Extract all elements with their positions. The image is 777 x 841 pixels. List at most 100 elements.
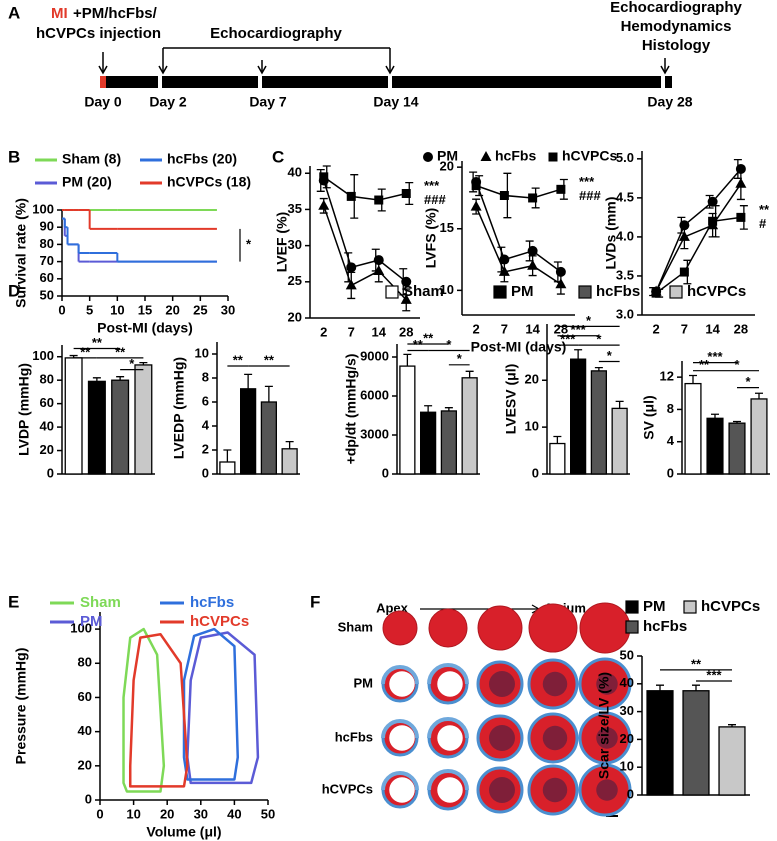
arrows <box>98 47 670 75</box>
y-tick-label: 0 <box>202 465 209 480</box>
marker <box>345 279 357 290</box>
x-tick-label: 28 <box>554 321 568 336</box>
x-tick-label: 25 <box>193 302 207 317</box>
timeline-gap <box>661 74 665 90</box>
y-tick-label: 20 <box>78 757 92 772</box>
bar <box>611 407 628 475</box>
x-tick-label: 15 <box>138 302 152 317</box>
annotation: *** <box>707 349 723 364</box>
error-bar <box>264 385 273 402</box>
bar <box>219 461 236 475</box>
bar <box>682 690 710 796</box>
legend-swatch <box>625 600 639 614</box>
day-label: Day 2 <box>149 94 187 110</box>
heart-slice <box>477 605 523 651</box>
scar-rim <box>427 769 469 791</box>
marker <box>499 190 509 200</box>
y-tick-label: 70 <box>40 253 54 268</box>
error-bar <box>594 366 603 371</box>
y-tick-label: 25 <box>288 273 302 288</box>
marker <box>707 196 718 207</box>
error-bar <box>692 684 700 691</box>
marker <box>471 181 481 191</box>
x-tick-label: 7 <box>348 324 355 339</box>
y-tick-label: 5.0 <box>616 150 634 165</box>
series-line <box>323 180 407 283</box>
marker <box>498 265 510 276</box>
error-bar <box>711 413 719 419</box>
x-tick-label: 14 <box>525 321 540 336</box>
scar <box>437 777 463 803</box>
series-line <box>655 168 742 292</box>
scar <box>389 671 415 697</box>
arrow-head <box>257 65 267 75</box>
series-line <box>475 206 562 285</box>
timeline: MI +PM/hcFbs/ hCVPCs injection Echocardi… <box>36 0 743 110</box>
heart-slice <box>528 603 578 653</box>
legend-swatch <box>625 620 639 634</box>
error-bar <box>689 374 697 384</box>
annotation: * <box>596 332 602 347</box>
annotation: ** <box>691 656 702 671</box>
y-tick-label: 4 <box>667 433 675 448</box>
scar <box>437 725 463 751</box>
legend-label: hCVPCs <box>687 283 746 300</box>
annotation: ** <box>413 337 424 352</box>
x-tick-label: 40 <box>227 806 241 821</box>
annotation: ### <box>579 188 601 203</box>
legend-label: PM <box>643 598 666 615</box>
marker <box>735 177 747 188</box>
panel-label: B <box>8 147 20 166</box>
x-tick-label: 50 <box>261 806 275 821</box>
y-axis-title: SV (μl) <box>641 395 657 439</box>
legend-marker <box>548 152 558 162</box>
annotation: # <box>759 216 767 231</box>
y-tick-label: 80 <box>40 236 54 251</box>
row-label: hcFbs <box>335 729 373 744</box>
error-bar <box>424 405 433 413</box>
timeline-gap <box>388 74 392 90</box>
y-tick-label: 3.5 <box>616 267 634 282</box>
row-label: hCVPCs <box>322 781 373 796</box>
pv-loop <box>186 631 260 785</box>
y-tick-label: 20 <box>620 731 634 746</box>
annotation: ** <box>699 357 710 372</box>
legend-swatch <box>669 285 683 299</box>
legend-label: hcFbs <box>643 618 687 635</box>
annotation: ** <box>759 202 770 217</box>
y-axis-title: Pressure (mmHg) <box>13 648 29 765</box>
x-tick-label: 30 <box>221 302 235 317</box>
scar <box>489 671 515 697</box>
marker <box>319 172 329 182</box>
error-bar <box>615 400 624 409</box>
marker <box>678 230 690 241</box>
y-tick-label: 40 <box>620 675 634 690</box>
y-tick-label: 9000 <box>360 348 389 363</box>
x-tick-label: 28 <box>734 321 748 336</box>
marker <box>400 293 412 304</box>
x-tick-label: 5 <box>86 302 93 317</box>
final-label: Echocardiography <box>610 0 742 16</box>
annotation: ### <box>424 192 446 207</box>
day-label: Day 7 <box>249 94 287 110</box>
x-tick-label: 0 <box>96 806 103 821</box>
annotation: * <box>607 348 613 363</box>
x-tick-label: 14 <box>372 324 387 339</box>
y-tick-label: 0 <box>532 465 539 480</box>
bar <box>549 442 566 475</box>
timeline-gap <box>258 74 262 90</box>
scar-rim <box>381 719 419 739</box>
y-tick-label: 20 <box>288 309 302 324</box>
y-tick-label: 30 <box>620 703 634 718</box>
x-tick-label: 2 <box>653 321 660 336</box>
y-axis-title: LVESV (μl) <box>503 364 519 435</box>
y-tick-label: 0 <box>47 465 54 480</box>
x-tick-label: 10 <box>110 302 124 317</box>
series-line <box>475 184 562 199</box>
injection-label: hCVPCs injection <box>36 25 161 42</box>
pv-loop <box>128 632 189 788</box>
marker <box>470 200 482 211</box>
error-bar <box>553 435 562 444</box>
y-axis-title: LVDs (mm) <box>603 197 619 270</box>
x-tick-label: 20 <box>160 806 174 821</box>
